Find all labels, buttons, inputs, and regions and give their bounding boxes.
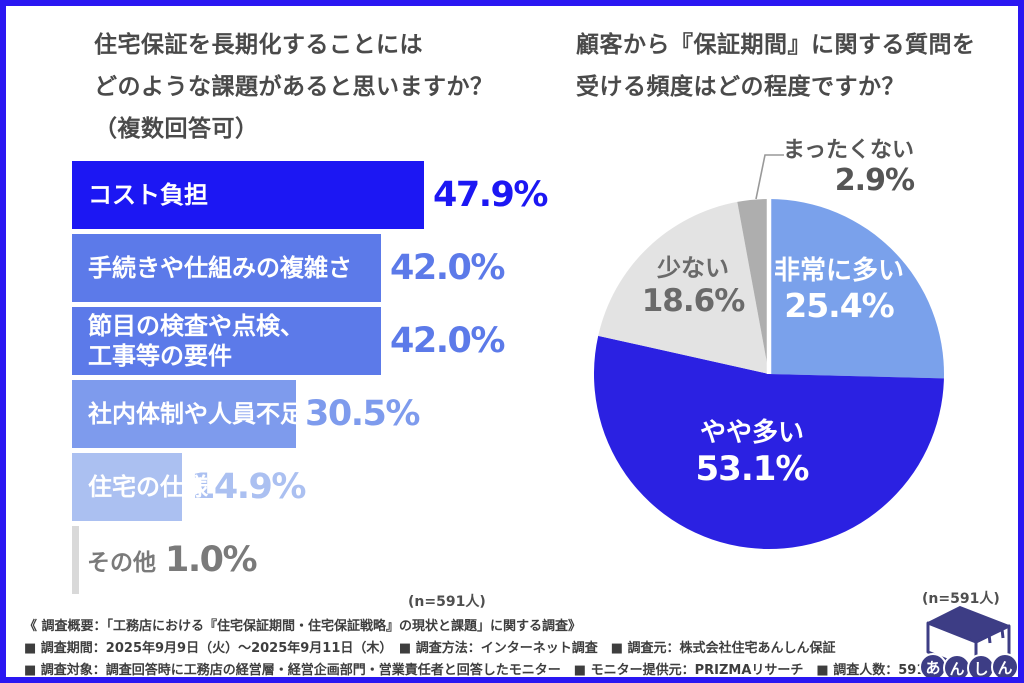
bar-other bbox=[72, 526, 79, 594]
logo-letter-4: ん bbox=[997, 659, 1012, 677]
bar-label-inspections-line2: 工事等の要件 bbox=[88, 342, 232, 370]
logo-text: あ ん し ん bbox=[919, 653, 1018, 678]
bar-inspections: 節目の検査や点検、 工事等の要件 bbox=[72, 307, 381, 375]
pie-chart-title: 顧客から『保証期間』に関する質問を 受ける頻度はどの程度ですか？ bbox=[576, 24, 976, 108]
pie-label-never-name: まったくない bbox=[782, 138, 914, 163]
pie-label-few: 少ない 18.6% bbox=[593, 254, 793, 320]
bar-value-spec: 14.9% bbox=[191, 467, 306, 507]
bar-chart: コスト負担 47.9% 手続きや仕組みの複雑さ 42.0% 節目の検査や点検、工… bbox=[72, 161, 548, 594]
pie-slice bbox=[737, 199, 769, 374]
pie-label-very-many: 非常に多い 25.4% bbox=[739, 256, 939, 326]
logo-letter-1: あ bbox=[925, 659, 940, 677]
pie-chart-sample-size: (n=591人) bbox=[922, 591, 1000, 607]
survey-summary: 《 調査概要：「工務店における『住宅保証期間・住宅保証戦略』の現状と課題」に関す… bbox=[24, 616, 939, 678]
pie-label-somewhat-many-name: やや多い bbox=[699, 418, 804, 448]
bar-row-spec: 住宅の仕様 14.9% bbox=[72, 453, 547, 521]
logo-letter-2: ん bbox=[949, 660, 964, 678]
pie-slice bbox=[769, 199, 944, 379]
pie-slice bbox=[598, 201, 769, 374]
pie-label-never-value: 2.9% bbox=[834, 163, 915, 198]
bar-row-cost: コスト負担 47.9% bbox=[72, 161, 548, 229]
bar-value-cost: 47.9% bbox=[433, 175, 548, 215]
pie-label-few-value: 18.6% bbox=[641, 283, 746, 319]
bar-row-inspections: 節目の検査や点検、 工事等の要件 42.0% bbox=[72, 307, 547, 375]
bar-label-inspections: 節目の検査や点検、 工事等の要件 bbox=[88, 311, 304, 371]
bar-cost: コスト負担 bbox=[72, 161, 424, 229]
bar-row-staffing: 社内体制や人員不足 30.5% bbox=[72, 380, 547, 448]
bar-spec: 住宅の仕様 bbox=[72, 453, 208, 521]
anshin-logo: あ ん し ん bbox=[919, 606, 1018, 678]
bar-label-other: その他 bbox=[87, 550, 156, 576]
bar-chart-title-line1: 住宅保証を長期化することには bbox=[94, 32, 423, 58]
bar-label-staffing: 社内体制や人員不足 bbox=[88, 400, 304, 428]
survey-summary-line3: ■ 調査対象：調査回答時に工務店の経営層・経営企画部門・営業責任者と回答したモニ… bbox=[24, 663, 939, 678]
survey-summary-line1: 《 調査概要：「工務店における『住宅保証期間・住宅保証戦略』の現状と課題」に関す… bbox=[24, 619, 582, 634]
bar-label-procedures: 手続きや仕組みの複雑さ bbox=[88, 254, 352, 282]
pie-chart-title-line2: 受ける頻度はどの程度ですか？ bbox=[576, 74, 905, 100]
bar-row-other: その他 1.0% bbox=[72, 526, 547, 594]
bar-row-procedures: 手続きや仕組みの複雑さ 42.0% bbox=[72, 234, 547, 302]
bar-chart-title-line2: どのような課題があると思いますか？ bbox=[94, 74, 494, 100]
bar-label-spec: 住宅の仕様 bbox=[88, 473, 208, 501]
pie-label-very-many-name: 非常に多い bbox=[773, 256, 904, 286]
bar-value-inspections: 42.0% bbox=[390, 321, 505, 361]
pie-leader-line bbox=[755, 154, 784, 200]
pie-chart-title-line1: 顧客から『保証期間』に関する質問を bbox=[576, 32, 976, 58]
bar-value-other: 1.0% bbox=[165, 540, 258, 580]
bar-procedures: 手続きや仕組みの複雑さ bbox=[72, 234, 381, 302]
pie-chart bbox=[593, 199, 944, 549]
pie-label-somewhat-many: やや多い 53.1% bbox=[652, 418, 852, 490]
bar-staffing: 社内体制や人員不足 bbox=[72, 380, 304, 448]
pie-label-somewhat-many-value: 53.1% bbox=[695, 449, 810, 489]
pie-slice bbox=[593, 335, 944, 549]
survey-summary-line2: ■ 調査期間：2025年9月9日（火）〜2025年9月11日（木） ■ 調査方法… bbox=[24, 641, 836, 656]
bar-label-cost: コスト負担 bbox=[88, 181, 208, 209]
bar-chart-sample-size: (n=591人) bbox=[408, 594, 486, 610]
bar-value-procedures: 42.0% bbox=[390, 248, 505, 288]
bar-value-staffing: 30.5% bbox=[305, 394, 420, 434]
bar-chart-title-line3: （複数回答可） bbox=[94, 116, 259, 142]
pie-label-very-many-value: 25.4% bbox=[784, 286, 895, 325]
bar-label-inspections-line1: 節目の検査や点検、 bbox=[88, 312, 304, 340]
logo-letter-3: し bbox=[973, 660, 988, 678]
pie-label-never: まったくない 2.9% bbox=[744, 138, 915, 198]
bar-chart-title: 住宅保証を長期化することには どのような課題があると思いますか？ （複数回答可） bbox=[94, 24, 494, 150]
pie-label-few-name: 少ない bbox=[657, 254, 729, 282]
